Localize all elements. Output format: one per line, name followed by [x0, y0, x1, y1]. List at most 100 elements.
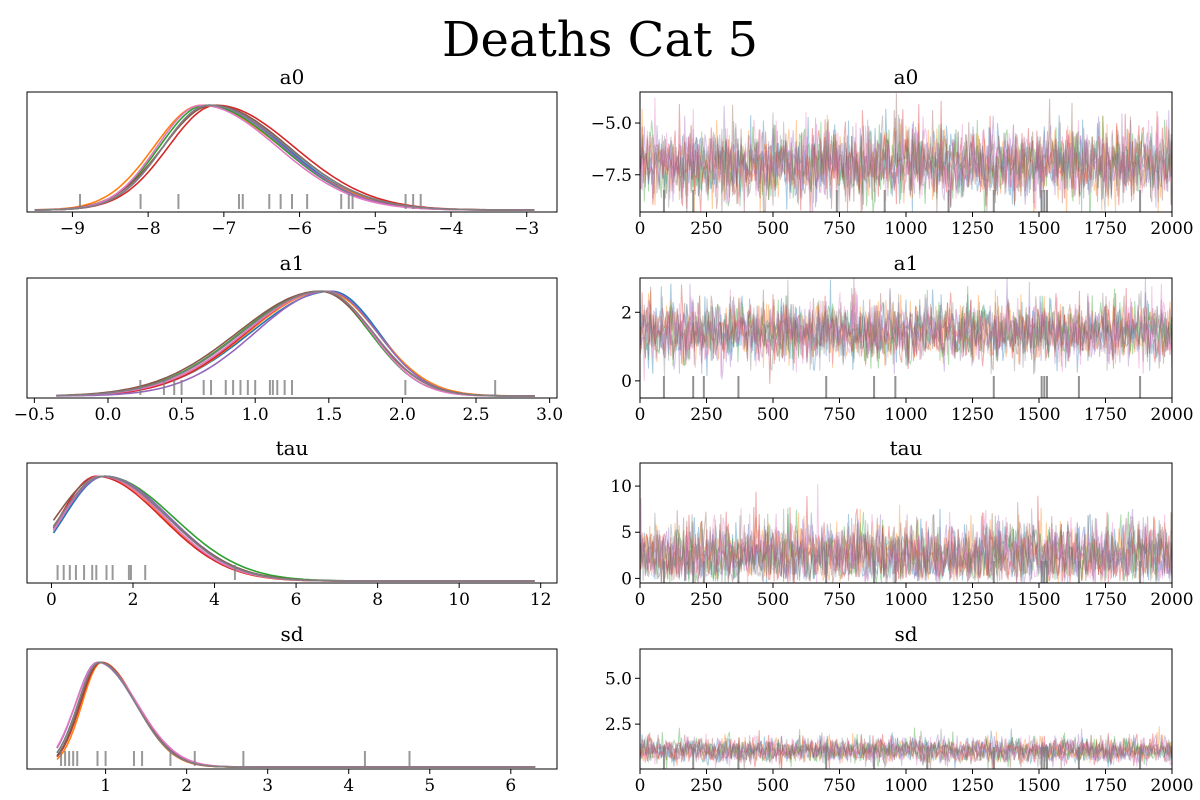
- x-tick-label: −7: [211, 219, 236, 239]
- density-line-chain-1: [56, 290, 535, 397]
- x-tick-label: 4: [343, 776, 354, 796]
- density-line-chain-4: [56, 661, 536, 768]
- trace-line-chain-6: [640, 484, 1172, 583]
- trace-line-chain-7: [640, 508, 1172, 583]
- trace-line-chain-5: [640, 502, 1172, 583]
- x-tick-label: 500: [757, 219, 789, 239]
- x-tick-label: 2.0: [389, 405, 416, 425]
- density-line-chain-7: [34, 104, 535, 211]
- density-line-chain-2: [52, 475, 535, 582]
- density-line-chain-0: [56, 661, 536, 768]
- density-line-chain-1: [56, 661, 536, 768]
- x-tick-label: 2000: [1150, 590, 1193, 610]
- panels: a0−9 −8 −7 −6 −5 −4 −3a0−7.5−5.00 250 500 750 1000…: [14, 65, 1194, 796]
- x-tick-label: −0.5: [14, 405, 55, 425]
- x-tick-label: 1250: [951, 405, 994, 425]
- panel-a1-density: a1 −0.5 0.0 0.5 1.0 1.5 2.0 2.5 3.0: [14, 251, 563, 425]
- trace-line-chain-6: [640, 97, 1172, 211]
- plot-area: [640, 484, 1172, 583]
- trace-line-chain-2: [640, 285, 1172, 369]
- trace-line-chain-6: [640, 733, 1172, 769]
- density-line-chain-2: [56, 661, 536, 768]
- x-tick-label: 1750: [1084, 590, 1127, 610]
- density-line-chain-6: [56, 661, 536, 768]
- density-line-chain-4: [56, 290, 535, 397]
- density-line-chain-3: [56, 661, 536, 768]
- trace-line-chain-4: [640, 278, 1172, 380]
- panel-title: a0: [280, 65, 305, 89]
- x-tick-label: 500: [757, 776, 789, 796]
- x-tick-label: 8: [372, 590, 383, 610]
- plot-area: [640, 278, 1172, 398]
- trace-line-chain-7: [640, 112, 1172, 212]
- y-tick-label: 5: [621, 523, 632, 543]
- x-tick-label: 2000: [1150, 405, 1193, 425]
- y-tick-label: 2.5: [605, 715, 632, 735]
- plot-area: [52, 475, 535, 582]
- density-line-chain-5: [56, 290, 535, 397]
- x-tick-label: 250: [690, 405, 722, 425]
- x-tick-label: 10: [448, 590, 470, 610]
- x-tick-label: 1.5: [315, 405, 342, 425]
- trace-line-chain-2: [640, 115, 1172, 212]
- x-tick-label: −4: [438, 219, 463, 239]
- trace-line-chain-2: [640, 508, 1172, 583]
- x-tick-label: −5: [363, 219, 388, 239]
- panel-title: tau: [890, 436, 923, 460]
- x-tick-label: 1750: [1084, 219, 1127, 239]
- density-line-chain-3: [52, 475, 535, 582]
- x-tick-label: 1: [100, 776, 111, 796]
- panel-title: a0: [894, 65, 919, 89]
- density-line-chain-1: [52, 475, 535, 582]
- y-tick-label: −7.5: [591, 166, 632, 186]
- x-tick-label: 0.5: [168, 405, 195, 425]
- figure-title: Deaths Cat 5: [442, 12, 758, 68]
- trace-line-chain-3: [640, 491, 1172, 583]
- x-tick-label: 250: [690, 776, 722, 796]
- y-tick-label: 0: [621, 569, 632, 589]
- trace-line-chain-4: [640, 728, 1172, 768]
- x-tick-label: 750: [823, 776, 855, 796]
- trace-line-chain-7: [640, 728, 1172, 768]
- x-tick-label: 1.0: [242, 405, 269, 425]
- trace-line-chain-5: [640, 286, 1172, 372]
- density-line-chain-7: [56, 290, 535, 397]
- density-line-chain-6: [56, 290, 535, 397]
- x-tick-label: 4: [209, 590, 220, 610]
- x-tick-label: 1000: [884, 590, 927, 610]
- x-tick-label: 0: [635, 405, 646, 425]
- x-tick-label: 1750: [1084, 405, 1127, 425]
- y-tick-label: 10: [610, 477, 632, 497]
- x-tick-label: 5: [424, 776, 435, 796]
- plot-area: [640, 726, 1172, 769]
- x-tick-label: 2: [181, 776, 192, 796]
- density-line-chain-0: [56, 290, 535, 397]
- x-tick-label: 1250: [951, 590, 994, 610]
- x-tick-label: 1500: [1017, 219, 1060, 239]
- x-tick-label: 3.0: [536, 405, 563, 425]
- x-tick-label: 750: [823, 405, 855, 425]
- panel-title: tau: [276, 436, 309, 460]
- density-line-chain-7: [52, 475, 535, 582]
- panel-a0-trace: a0 −7.5 −5.0 0 250 500 750 1000 1250 1500 1750 2000: [591, 65, 1194, 239]
- panel-sd-density: sd 1 2 3 4 5 6: [26, 622, 558, 796]
- x-tick-label: 1000: [884, 776, 927, 796]
- x-tick-label: 6: [291, 590, 302, 610]
- x-tick-label: 2000: [1150, 219, 1193, 239]
- x-tick-label: 0: [635, 219, 646, 239]
- axes-frame: [26, 648, 558, 770]
- x-tick-label: 1750: [1084, 776, 1127, 796]
- density-line-chain-0: [52, 475, 535, 582]
- x-tick-label: 2: [128, 590, 139, 610]
- density-line-chain-6: [52, 475, 535, 582]
- trace-line-chain-4: [640, 105, 1172, 212]
- density-line-chain-5: [56, 661, 536, 768]
- axes-frame: [26, 91, 558, 213]
- density-line-chain-1: [34, 104, 535, 211]
- x-tick-label: −6: [287, 219, 312, 239]
- x-tick-label: 250: [690, 219, 722, 239]
- density-line-chain-2: [56, 290, 535, 397]
- trace-line-chain-0: [640, 108, 1172, 212]
- trace-line-chain-0: [640, 279, 1172, 377]
- plot-area: [56, 661, 536, 768]
